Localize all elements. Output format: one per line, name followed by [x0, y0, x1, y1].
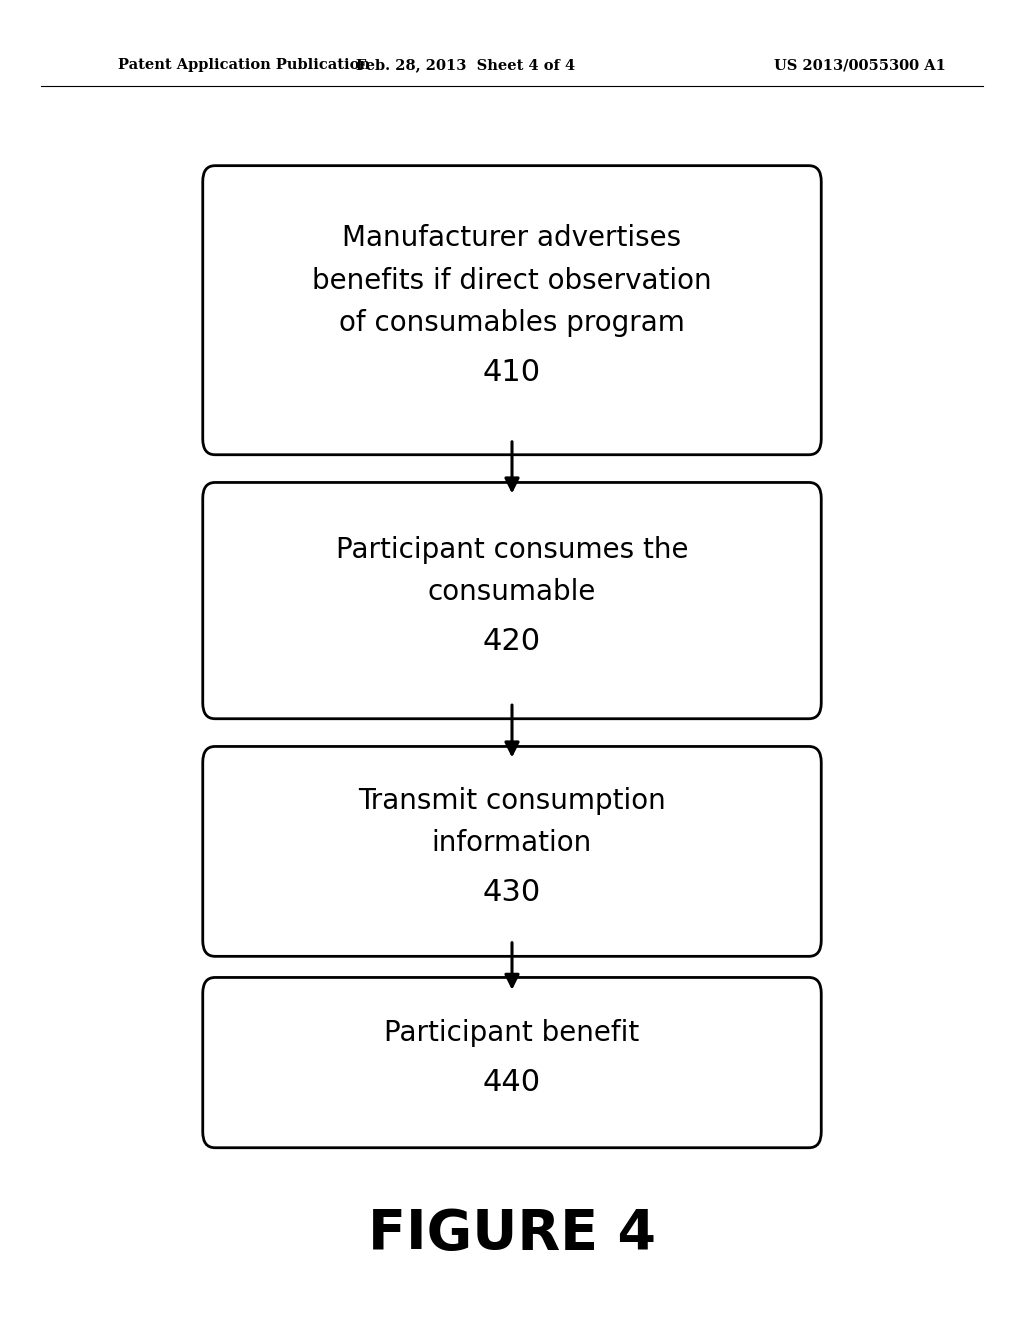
Text: consumable: consumable [428, 578, 596, 606]
Text: 420: 420 [483, 627, 541, 656]
Text: FIGURE 4: FIGURE 4 [368, 1208, 656, 1261]
FancyBboxPatch shape [203, 166, 821, 454]
FancyBboxPatch shape [203, 747, 821, 956]
Text: Feb. 28, 2013  Sheet 4 of 4: Feb. 28, 2013 Sheet 4 of 4 [356, 58, 575, 73]
Text: US 2013/0055300 A1: US 2013/0055300 A1 [774, 58, 946, 73]
Text: Participant benefit: Participant benefit [384, 1019, 640, 1047]
Text: benefits if direct observation: benefits if direct observation [312, 267, 712, 294]
FancyBboxPatch shape [203, 977, 821, 1147]
Text: Transmit consumption: Transmit consumption [358, 787, 666, 814]
Text: 410: 410 [483, 358, 541, 387]
Text: Patent Application Publication: Patent Application Publication [118, 58, 370, 73]
Text: of consumables program: of consumables program [339, 309, 685, 337]
Text: Manufacturer advertises: Manufacturer advertises [342, 224, 682, 252]
Text: 430: 430 [483, 878, 541, 907]
FancyBboxPatch shape [203, 482, 821, 718]
Text: 440: 440 [483, 1068, 541, 1097]
Text: Participant consumes the: Participant consumes the [336, 536, 688, 564]
Text: information: information [432, 829, 592, 857]
